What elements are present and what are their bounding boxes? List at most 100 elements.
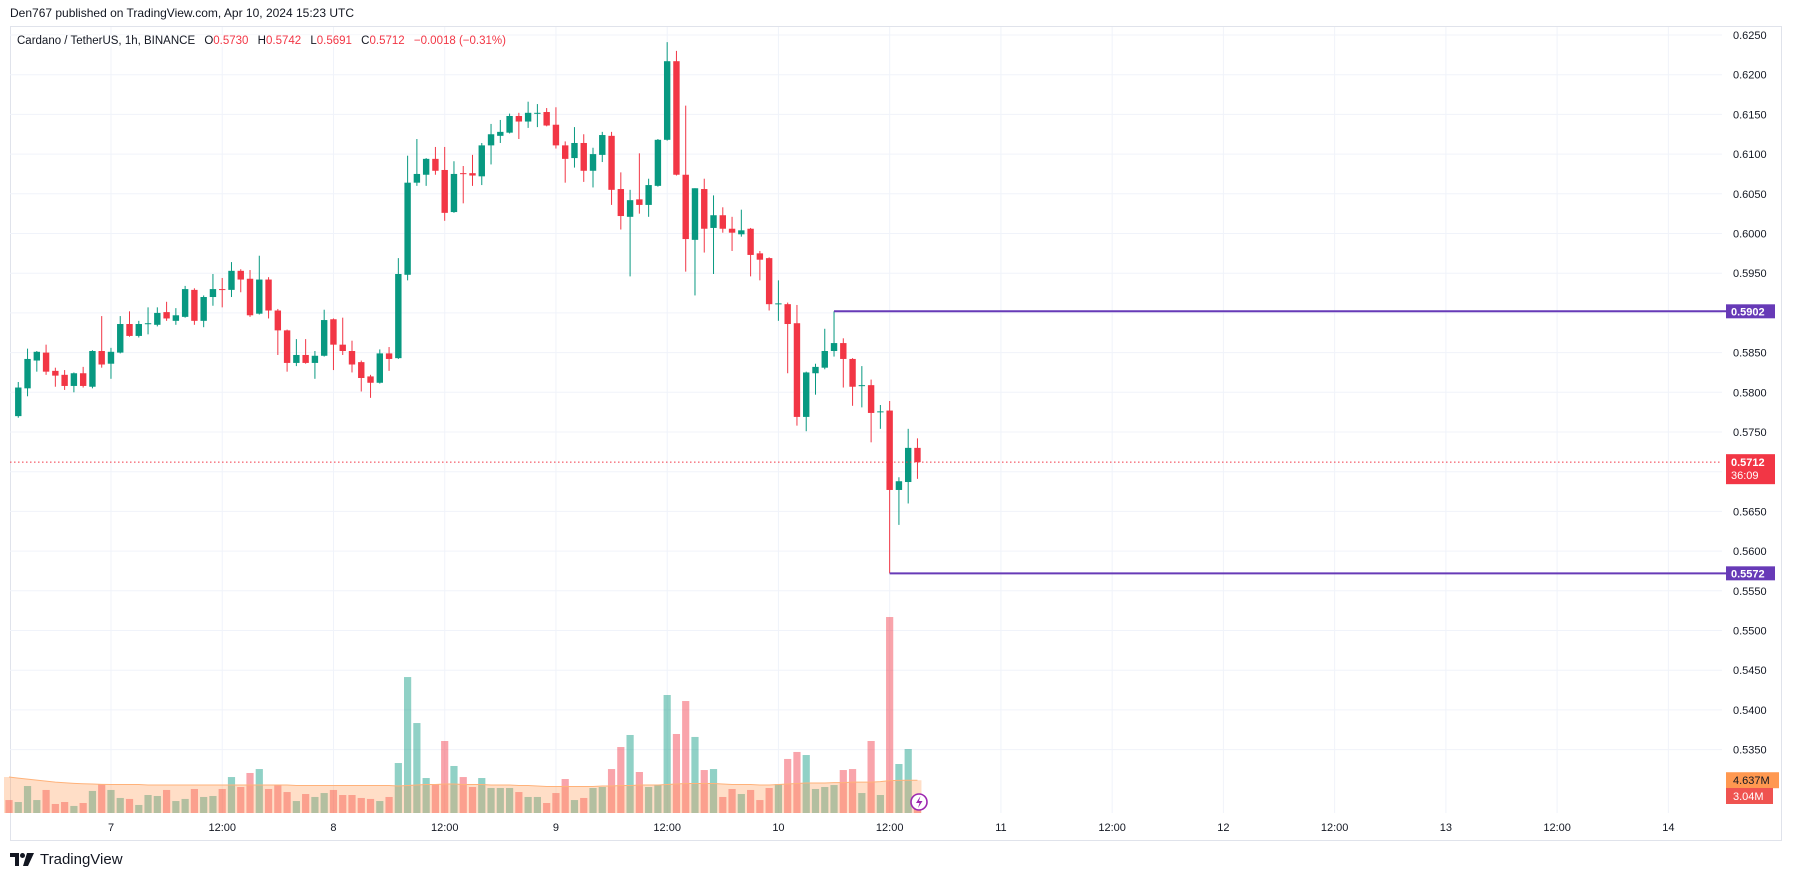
- candle-body: [144, 323, 152, 325]
- candle-body: [302, 354, 309, 363]
- price-tick-label: 0.5650: [1733, 506, 1767, 518]
- low-label: L: [310, 35, 317, 47]
- candle-body: [89, 351, 96, 387]
- candle-body: [163, 312, 170, 319]
- price-tick-label: 0.5550: [1733, 586, 1767, 598]
- volume-bar: [292, 801, 300, 813]
- candle-body: [803, 372, 810, 417]
- volume-bar: [33, 800, 41, 813]
- volume-bar: [14, 802, 22, 813]
- last-price-label: 0.5712: [1731, 457, 1765, 469]
- volume-bar: [709, 769, 718, 813]
- close-label: C: [361, 35, 370, 47]
- candle-body: [376, 353, 383, 383]
- candle-body: [775, 303, 782, 305]
- volume-bar: [107, 789, 115, 813]
- candle-body: [70, 373, 78, 386]
- volume-bar: [802, 755, 810, 813]
- volume-bar: [589, 787, 597, 813]
- volume-bar: [209, 795, 217, 813]
- horizontal-lines: [10, 310, 1726, 575]
- price-tick-label: 0.5400: [1733, 705, 1767, 717]
- time-tick-label: 12:00: [1543, 822, 1571, 834]
- lightning-icon[interactable]: [910, 793, 928, 811]
- candle-body: [274, 310, 282, 331]
- candle-body: [117, 324, 124, 353]
- volume-bar: [719, 796, 727, 813]
- volume-bar: [737, 794, 745, 813]
- candle-body: [358, 362, 365, 379]
- candle-body: [311, 355, 319, 363]
- candle-body: [571, 142, 578, 159]
- candle-body: [663, 61, 671, 140]
- price-tick-label: 0.6000: [1733, 229, 1767, 241]
- time-tick-label: 10: [772, 822, 784, 834]
- candle-body: [636, 199, 643, 205]
- volume-bar: [181, 798, 189, 813]
- tradingview-brand[interactable]: TradingView: [10, 851, 123, 868]
- level-price-label: 0.5572: [1731, 568, 1765, 580]
- volume-bar: [663, 695, 671, 813]
- volume-bar: [376, 801, 384, 813]
- volume-bar: [598, 787, 606, 813]
- candle-body: [747, 228, 754, 255]
- volume-bar: [478, 778, 486, 813]
- candle-body: [246, 278, 254, 316]
- volume-bar: [274, 785, 282, 813]
- volume-bar: [895, 764, 903, 813]
- volume-ma-line: [8, 776, 918, 788]
- candle-body: [98, 351, 105, 365]
- candle-body: [626, 200, 634, 217]
- volume-bar: [811, 788, 820, 813]
- volume-last-label: 3.04M: [1733, 791, 1764, 803]
- price-tick-label: 0.5350: [1733, 745, 1767, 757]
- volume-bar: [533, 796, 541, 813]
- volume-bar: [88, 790, 97, 813]
- last-price-tag: [1726, 454, 1775, 485]
- high-value: 0.5742: [265, 35, 302, 47]
- candle-body: [645, 185, 652, 205]
- candle-body: [33, 351, 41, 361]
- volume-bar: [98, 784, 106, 813]
- candle-body: [877, 411, 884, 413]
- volume-bar: [691, 736, 699, 813]
- level-price-label: 0.5902: [1731, 306, 1765, 318]
- symbol-title[interactable]: Cardano / TetherUS, 1h, BINANCE: [17, 35, 196, 47]
- volume-bar: [135, 804, 143, 813]
- candle-body: [413, 173, 421, 183]
- price-tick-label: 0.6150: [1733, 109, 1767, 121]
- volume-bar: [496, 787, 504, 813]
- time-tick-label: 8: [330, 822, 336, 834]
- volume-bar: [385, 796, 393, 813]
- candle-body: [849, 358, 856, 387]
- volume-bar: [237, 787, 245, 813]
- time-tick-label: 12:00: [208, 822, 236, 834]
- price-tick-label: 0.5750: [1733, 427, 1767, 439]
- candle-body: [654, 139, 662, 186]
- candle-body: [154, 312, 161, 325]
- candle-body: [858, 385, 866, 387]
- price-tick-label: 0.5450: [1733, 665, 1767, 677]
- volume-bar: [144, 795, 152, 813]
- volume-bar: [172, 801, 180, 813]
- candle-body: [404, 182, 411, 275]
- volume-bar: [468, 787, 477, 813]
- time-tick-label: 12:00: [653, 822, 681, 834]
- volume-bar: [607, 769, 616, 813]
- volume-bar: [339, 795, 347, 813]
- volume-bar: [700, 770, 708, 813]
- volume-bar: [394, 763, 402, 813]
- candle-body: [599, 135, 606, 155]
- candle-body: [506, 115, 513, 133]
- volume-bar: [366, 798, 375, 813]
- volume-bar: [348, 795, 356, 813]
- time-tick-label: 14: [1662, 822, 1674, 834]
- volume-bar: [61, 802, 69, 813]
- volume-ma: [4, 776, 922, 813]
- volume-bar: [774, 784, 783, 813]
- grid: [10, 27, 1722, 813]
- candle-body: [256, 279, 263, 314]
- candle-body: [191, 289, 198, 321]
- volume-last-tag: [1726, 787, 1773, 804]
